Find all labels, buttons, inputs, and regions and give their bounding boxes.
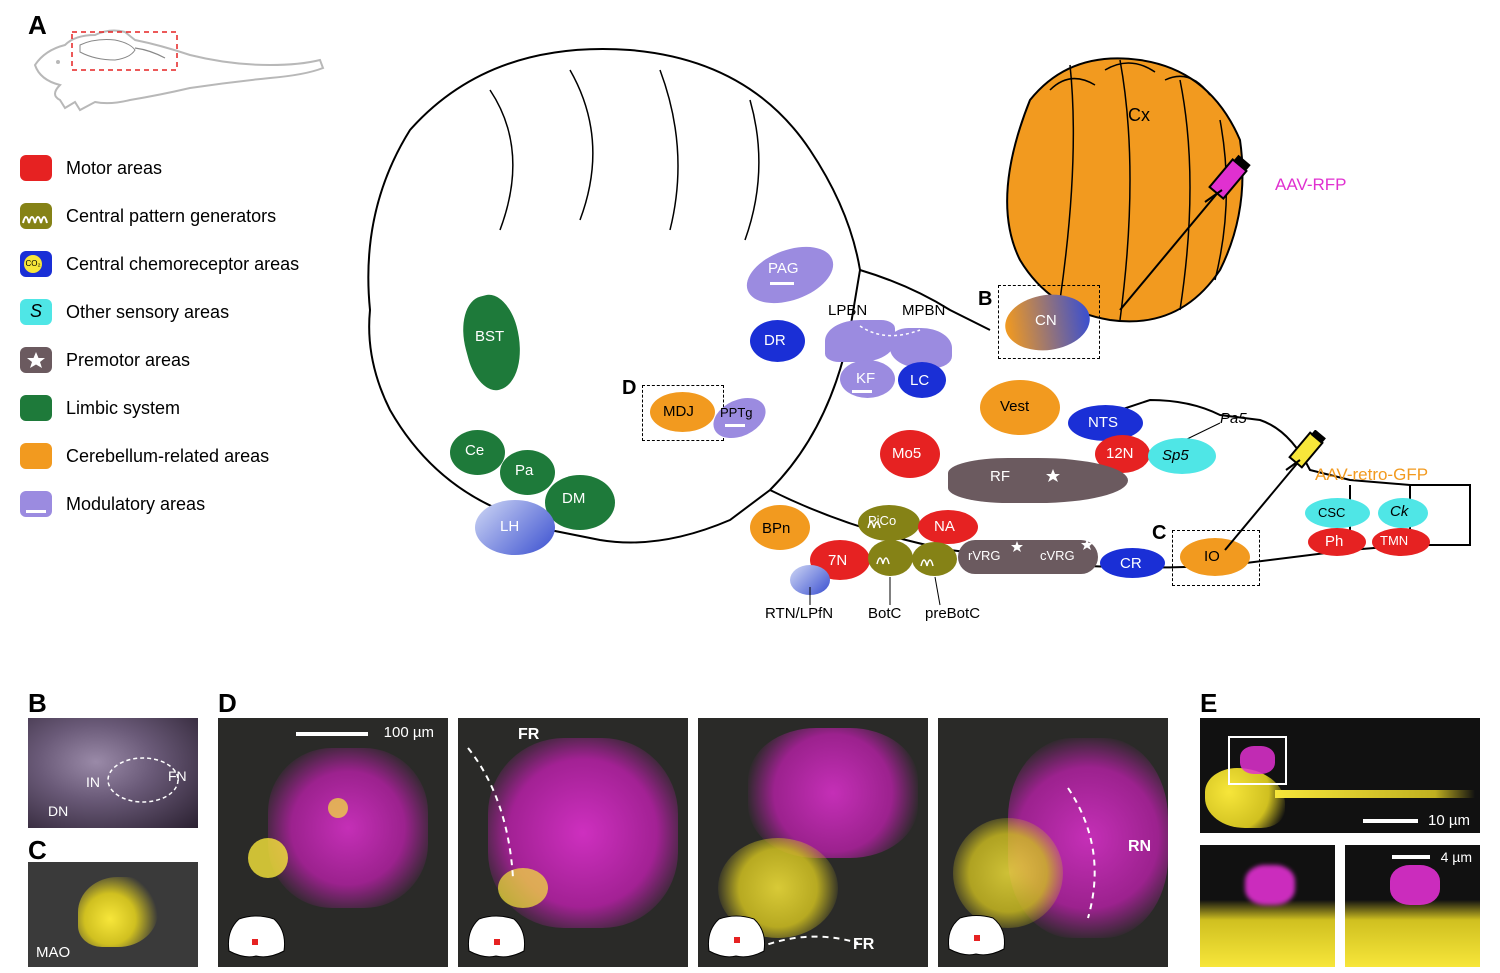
label-pag: PAG — [768, 260, 799, 277]
legend-row-chemo: CO₂ Central chemoreceptor areas — [20, 251, 299, 277]
label-lpbn: LPBN — [828, 302, 867, 319]
label-prebotc: preBotC — [925, 605, 980, 622]
scale-bar-e2 — [1392, 855, 1430, 859]
micrograph-d2: FR — [458, 718, 688, 967]
label-aav-rfp: AAV-RFP — [1275, 175, 1346, 195]
label-na: NA — [934, 518, 955, 535]
legend-text: Limbic system — [66, 398, 180, 419]
label-fr1: FR — [518, 726, 539, 744]
legend-row-motor: Motor areas — [20, 155, 299, 181]
label-lh: LH — [500, 518, 519, 535]
coronal-inset-icon — [704, 911, 769, 961]
legend-text: Premotor areas — [66, 350, 190, 371]
label-pa: Pa — [515, 462, 533, 479]
panel-label-d: D — [218, 688, 237, 719]
legend-swatch: CO₂ — [20, 251, 52, 277]
label-botc: BotC — [868, 605, 901, 622]
legend-swatch — [20, 347, 52, 373]
label-rn: RN — [1128, 838, 1151, 856]
legend-text: Modulatory areas — [66, 494, 205, 515]
mouse-outline-figure — [20, 10, 330, 130]
scale-text-d: 100 µm — [384, 724, 434, 741]
legend-row-sensory: S Other sensory areas — [20, 299, 299, 325]
legend-row-limbic: Limbic system — [20, 395, 299, 421]
label-rvrg: rVRG — [968, 548, 1001, 563]
scale-text-e2: 4 µm — [1441, 849, 1472, 865]
label-kf: KF — [856, 370, 875, 387]
micrograph-e-bl — [1200, 845, 1335, 967]
legend-swatch — [20, 443, 52, 469]
label-lc: LC — [910, 372, 929, 389]
label-fr2: FR — [853, 936, 874, 954]
scale-bar-d — [296, 732, 368, 736]
label-in: IN — [86, 774, 100, 790]
label-ck: Ck — [1390, 503, 1408, 520]
legend-row-cpg: Central pattern generators — [20, 203, 299, 229]
micrograph-d3: FR — [698, 718, 928, 967]
coronal-inset-icon — [224, 911, 289, 961]
scale-text-e1: 10 µm — [1428, 812, 1470, 829]
label-cr: CR — [1120, 555, 1142, 572]
legend-text: Other sensory areas — [66, 302, 229, 323]
label-fn: FN — [168, 768, 187, 784]
label-dm: DM — [562, 490, 585, 507]
label-bpn: BPn — [762, 520, 790, 537]
label-cx: Cx — [1128, 105, 1150, 126]
label-dr: DR — [764, 332, 786, 349]
legend-text: Central chemoreceptor areas — [66, 254, 299, 275]
label-bst: BST — [475, 328, 504, 345]
label-cvrg: cVRG — [1040, 548, 1075, 563]
brain-sagittal-diagram: BST Ce Pa DM LH PAG DR LPBN MPBN KF LC M… — [350, 10, 1480, 650]
legend-text: Cerebellum-related areas — [66, 446, 269, 467]
label-7n: 7N — [828, 552, 847, 569]
label-mo5: Mo5 — [892, 445, 921, 462]
micrograph-e-top: 10 µm — [1200, 718, 1480, 833]
label-pptg: PPTg — [720, 405, 753, 420]
syringe-gfp — [1220, 430, 1350, 560]
legend-swatch — [20, 491, 52, 517]
micrograph-d4: RN — [938, 718, 1168, 967]
panel-label-d-inset: D — [622, 377, 636, 400]
micrograph-b: IN DN FN — [28, 718, 198, 828]
legend-row-modulatory: Modulatory areas — [20, 491, 299, 517]
label-tmn: TMN — [1380, 533, 1408, 548]
syringe-rfp — [1110, 150, 1270, 320]
micrograph-c: MAO — [28, 862, 198, 967]
panel-label-b-inset: B — [978, 288, 992, 311]
panel-label-b: B — [28, 688, 47, 719]
panel-label-e: E — [1200, 688, 1217, 719]
dashed-box-d — [642, 385, 724, 441]
label-12n: 12N — [1106, 445, 1134, 462]
label-mpbn: MPBN — [902, 302, 945, 319]
micrograph-e-br: 4 µm — [1345, 845, 1480, 967]
label-ce: Ce — [465, 442, 484, 459]
dashed-box-b — [998, 285, 1100, 359]
legend-text: Central pattern generators — [66, 206, 276, 227]
legend-swatch — [20, 203, 52, 229]
coronal-inset-icon — [944, 911, 1009, 961]
legend-text: Motor areas — [66, 158, 162, 179]
label-mao: MAO — [36, 944, 70, 961]
label-nts: NTS — [1088, 414, 1118, 431]
label-aav-gfp: AAV-retro-GFP — [1315, 465, 1428, 485]
micrograph-d1: 100 µm — [218, 718, 448, 967]
legend: Motor areas Central pattern generators C… — [20, 155, 299, 539]
legend-swatch — [20, 155, 52, 181]
legend-row-cerebellum: Cerebellum-related areas — [20, 443, 299, 469]
coronal-inset-icon — [464, 911, 529, 961]
region-rf — [948, 458, 1128, 503]
panel-label-c-inset: C — [1152, 522, 1166, 545]
label-vest: Vest — [1000, 398, 1029, 415]
legend-swatch — [20, 395, 52, 421]
scale-bar-e1 — [1363, 819, 1418, 823]
label-dn: DN — [48, 803, 68, 819]
legend-row-premotor: Premotor areas — [20, 347, 299, 373]
label-rf: RF — [990, 468, 1010, 485]
legend-swatch: S — [20, 299, 52, 325]
label-sp5: Sp5 — [1162, 447, 1189, 464]
